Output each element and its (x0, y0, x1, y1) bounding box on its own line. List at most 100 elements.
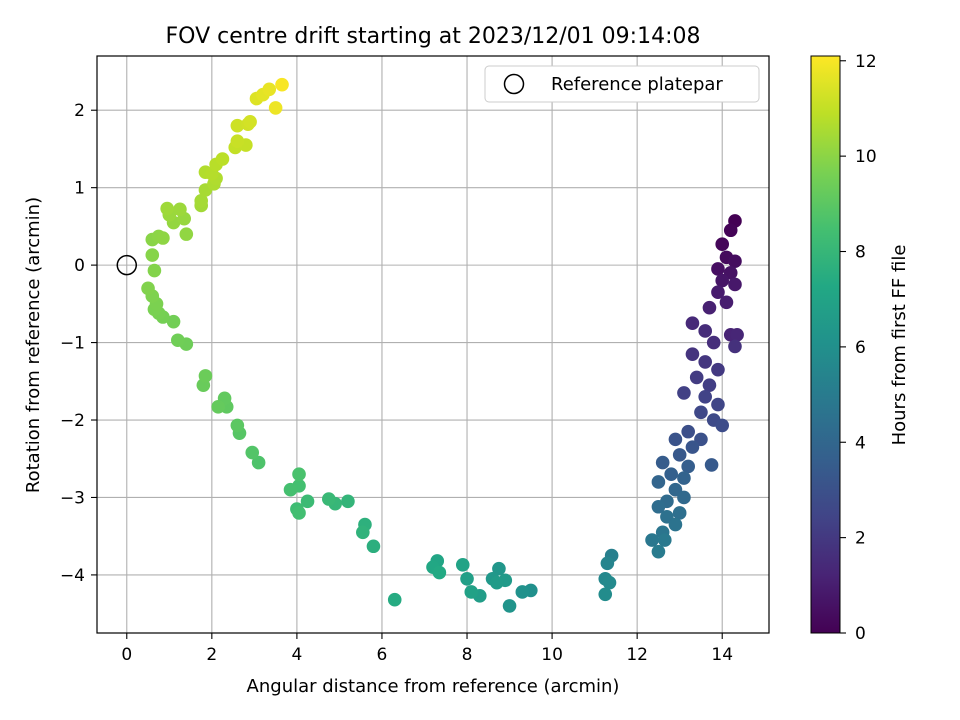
colorbar-tick-label: 8 (855, 243, 866, 263)
data-point (730, 328, 744, 342)
data-point (651, 544, 666, 559)
y-tick-label: −2 (60, 411, 85, 431)
data-point (677, 471, 691, 485)
data-point (664, 467, 678, 482)
chart-title: FOV centre drift starting at 2023/12/01 … (166, 24, 701, 49)
data-point (489, 575, 504, 590)
data-point (698, 324, 713, 338)
data-point (455, 558, 470, 572)
colorbar-tick-label: 0 (855, 624, 866, 644)
data-point (728, 277, 742, 292)
data-point (698, 355, 713, 369)
data-point (723, 223, 738, 238)
data-point (704, 458, 719, 472)
data-point (651, 475, 666, 489)
data-point (502, 599, 517, 613)
data-point (300, 494, 315, 509)
data-point (141, 281, 155, 296)
y-tick-label: −1 (60, 334, 85, 354)
data-point (672, 506, 687, 520)
data-point (147, 263, 162, 278)
data-point (464, 585, 479, 599)
y-tick-label: 2 (74, 101, 85, 121)
data-point (432, 565, 447, 580)
data-point (668, 432, 683, 447)
data-point (230, 418, 245, 433)
data-point (711, 362, 725, 377)
colorbar-tick-label: 10 (855, 147, 877, 167)
y-tick-label: −3 (60, 488, 85, 508)
data-point (657, 533, 672, 547)
data-point (156, 231, 170, 245)
x-tick-label: 8 (462, 645, 473, 665)
data-point (672, 448, 687, 462)
data-point (171, 333, 185, 348)
data-point (598, 587, 613, 602)
data-point (715, 273, 730, 288)
colorbar-tick-label: 4 (855, 433, 866, 453)
x-tick-label: 4 (291, 645, 302, 665)
data-point (715, 237, 730, 252)
plot-frame (96, 55, 770, 634)
y-tick-label: 1 (74, 179, 85, 199)
data-point (215, 152, 230, 166)
data-point (711, 285, 725, 300)
colorbar: 0 2 4 6 8 10 12 Hours from first FF file (810, 52, 910, 644)
data-point (194, 194, 209, 208)
data-point (702, 300, 717, 315)
data-point (460, 571, 474, 586)
reference-point-marker (116, 254, 138, 276)
x-tick-label: 12 (626, 645, 648, 665)
legend-label: Reference platepar (551, 74, 723, 95)
data-point (706, 335, 721, 350)
data-point (262, 82, 277, 97)
legend-box (484, 65, 760, 103)
x-tick-label: 14 (711, 645, 733, 665)
data-point (681, 459, 695, 474)
data-point (245, 445, 260, 460)
data-point (677, 490, 691, 505)
data-point (492, 561, 506, 576)
data-point (689, 370, 704, 385)
data-point (387, 592, 402, 607)
data-point (702, 378, 717, 392)
data-point (145, 248, 160, 262)
legend-marker (503, 73, 525, 95)
data-point (211, 400, 226, 414)
x-tick-label: 0 (121, 645, 132, 665)
data-point (728, 254, 742, 269)
colorbar-tick-label: 6 (855, 338, 866, 358)
data-point (685, 347, 700, 361)
y-axis-ticks: −4 −3 −2 −1 0 1 2 (60, 101, 97, 586)
data-point (166, 314, 181, 329)
data-point (694, 405, 708, 420)
data-point (698, 389, 713, 404)
colorbar-ticks: 0 2 4 6 8 10 12 (840, 52, 877, 644)
x-tick-label: 6 (377, 645, 388, 665)
data-point (600, 556, 615, 571)
data-point (681, 424, 695, 439)
data-point (685, 440, 700, 454)
x-axis-label: Angular distance from reference (arcmin) (247, 676, 620, 697)
data-point (677, 386, 691, 400)
data-point (321, 492, 336, 506)
data-point (251, 455, 266, 470)
data-point (711, 262, 725, 276)
data-point (728, 339, 742, 354)
data-point (275, 77, 289, 92)
y-axis-label: Rotation from reference (arcmin) (23, 197, 44, 493)
data-points (141, 77, 744, 613)
data-point (366, 539, 381, 554)
data-point (179, 227, 194, 241)
x-axis-ticks: 0 2 4 6 8 10 12 14 (121, 633, 733, 665)
data-point (651, 499, 666, 514)
data-point (341, 494, 355, 509)
data-point (602, 575, 617, 590)
data-point (243, 115, 257, 129)
colorbar-tick-label: 2 (855, 529, 866, 549)
data-point (160, 201, 174, 216)
data-point (283, 482, 298, 497)
x-tick-label: 2 (206, 645, 217, 665)
y-tick-label: 0 (74, 256, 85, 276)
colorbar-gradient (810, 55, 841, 634)
